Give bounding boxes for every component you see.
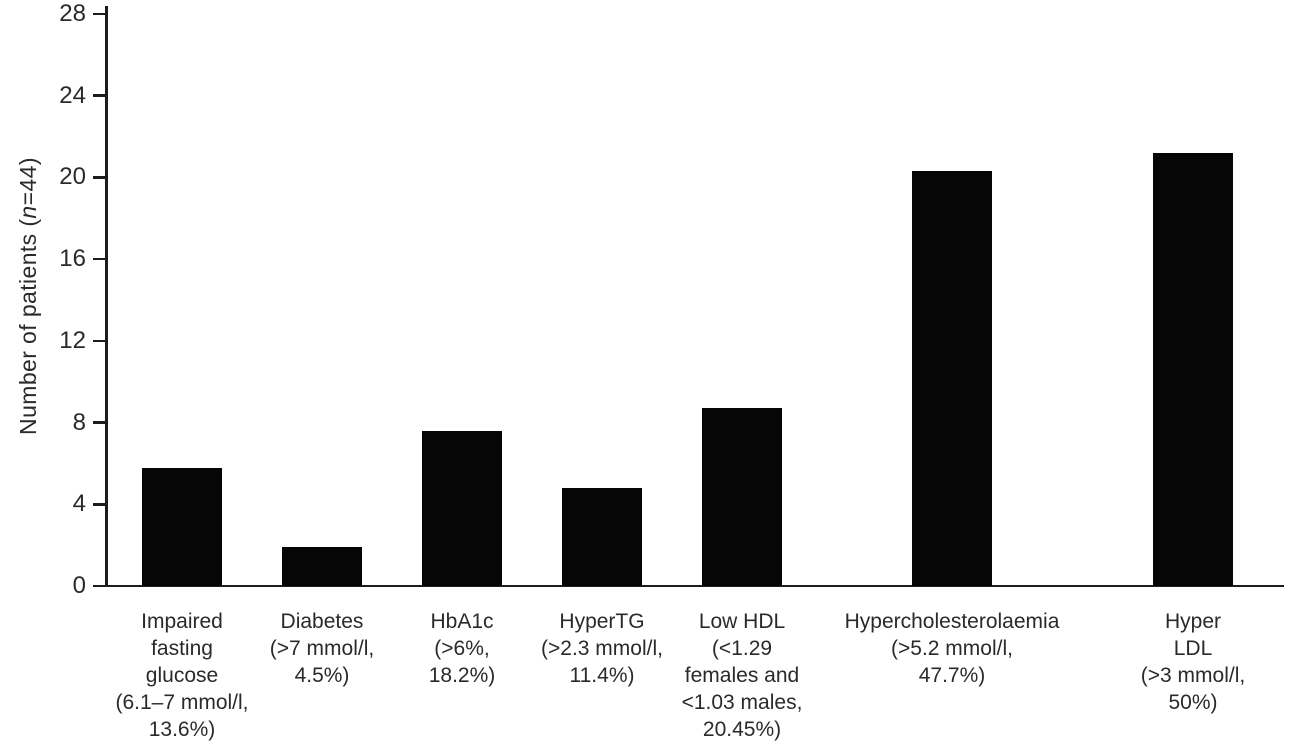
x-category-label-line: 18.2%)	[428, 664, 496, 687]
y-tick	[93, 584, 105, 588]
x-category-label-line: HyperTG	[559, 610, 645, 633]
y-tick	[93, 339, 105, 343]
y-tick	[93, 503, 105, 506]
x-category-label-line: Low HDL	[698, 610, 786, 633]
x-category-label-4: HyperTG (>2.3 mmol/l, 11.4%)	[472, 608, 732, 689]
y-axis-line	[105, 6, 108, 587]
x-category-label-line: (6.1–7 mmol/l,	[115, 691, 249, 714]
y-tick-label: 24	[59, 81, 86, 109]
x-category-label-line: Hypercholesterolaemia	[844, 610, 1060, 633]
y-tick-label: 0	[72, 572, 86, 599]
x-axis-line	[105, 584, 1284, 587]
x-category-label-line: glucose	[145, 664, 219, 687]
y-tick	[93, 12, 105, 16]
x-category-label-line: Impaired	[141, 610, 223, 633]
y-tick	[93, 421, 105, 424]
x-category-label-line: (>3 mmol/l,	[1140, 664, 1246, 687]
bar-1	[142, 467, 222, 586]
x-category-label-line: (>5.2 mmol/l,	[891, 637, 1013, 660]
x-category-label-line: (<1.29	[711, 637, 773, 660]
x-category-label-line: 13.6%)	[148, 718, 216, 741]
y-tick-label: 20	[59, 163, 86, 191]
x-category-label-line: (>6%,	[434, 637, 490, 660]
y-tick-label: 12	[59, 326, 86, 354]
y-tick	[93, 94, 105, 97]
bar-4	[562, 487, 642, 586]
y-tick-label: 4	[72, 490, 86, 518]
x-category-label-line: (>7 mmol/l,	[269, 637, 375, 660]
bar-6	[912, 171, 992, 586]
x-category-label-line: 50%)	[1168, 691, 1218, 714]
x-category-label-line: 4.5%)	[294, 664, 350, 687]
x-category-label-line: (>2.3 mmol/l,	[541, 637, 663, 660]
bar-7	[1153, 152, 1233, 586]
x-category-label-line: fasting	[151, 637, 213, 660]
y-tick-label: 28	[59, 0, 86, 27]
x-category-label-line: females and	[684, 664, 800, 687]
bar-3	[422, 430, 502, 586]
x-category-label-6: Hypercholesterolaemia (>5.2 mmol/l, 47.7%)	[822, 608, 1082, 689]
x-category-label-1: Impaired fasting glucose (6.1–7 mmol/l, 13.6…	[52, 608, 312, 743]
y-tick	[93, 257, 105, 261]
x-category-label-line: 47.7%)	[918, 664, 986, 687]
x-category-label-line: Hyper	[1164, 610, 1222, 633]
y-tick-label: 16	[59, 245, 86, 273]
x-category-label-line: 11.4%)	[569, 664, 635, 687]
x-category-label-line: LDL	[1173, 637, 1213, 660]
x-category-label-line: Diabetes	[280, 610, 364, 633]
bar-2	[282, 547, 362, 586]
x-category-label-5: Low HDL (<1.29 females and <1.03 males, 20.4…	[612, 608, 872, 743]
x-category-label-line: <1.03 males,	[681, 691, 803, 714]
bar-5	[702, 408, 782, 586]
x-category-label-line: HbA1c	[430, 610, 494, 633]
x-category-label-7: Hyper LDL (>3 mmol/l, 50%)	[1063, 608, 1298, 716]
y-axis-title-italic-n: n	[15, 205, 41, 219]
x-category-label-line: 20.45%)	[702, 718, 782, 741]
x-category-label-3: HbA1c (>6%, 18.2%)	[332, 608, 592, 689]
y-tick	[93, 176, 105, 179]
x-category-label-2: Diabetes (>7 mmol/l, 4.5%)	[192, 608, 452, 689]
y-tick-label: 8	[72, 408, 86, 436]
